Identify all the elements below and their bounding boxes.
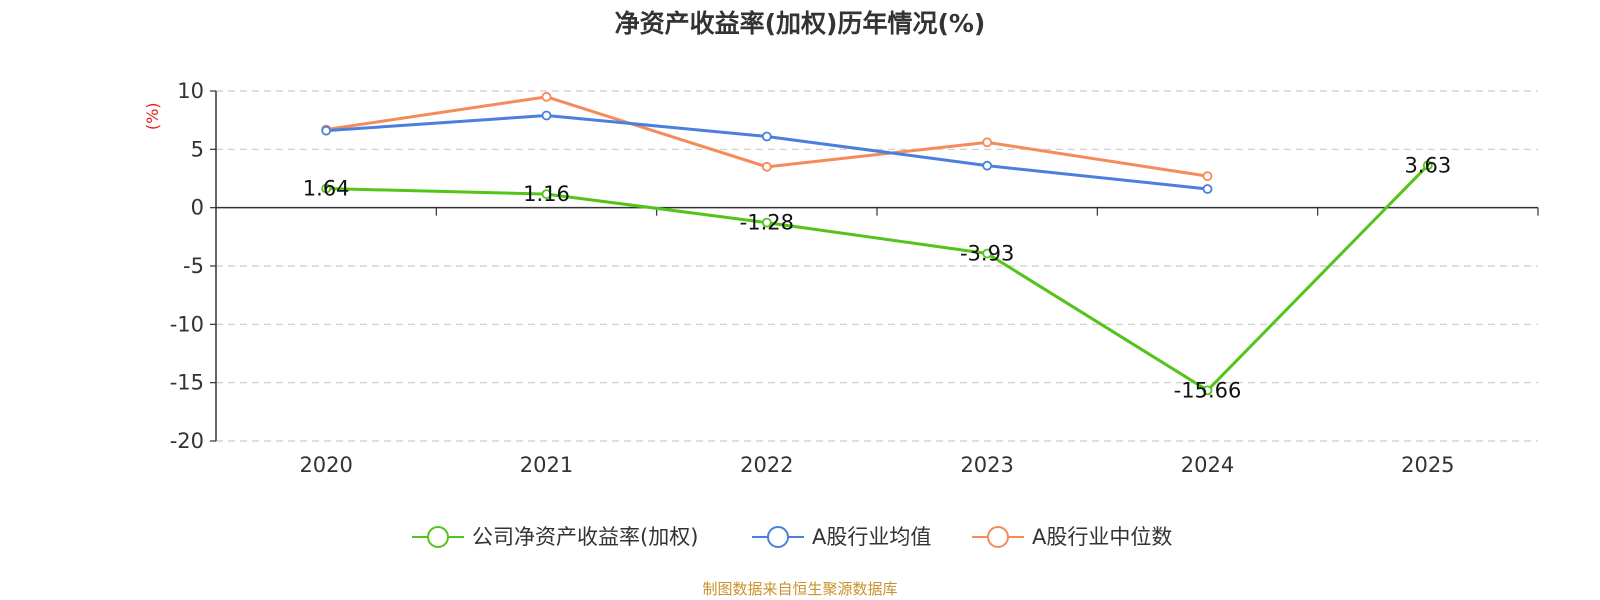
data-label: 3.63 (1404, 153, 1451, 177)
y-tick-label: -15 (170, 371, 204, 395)
data-point (1422, 160, 1433, 171)
legend: 公司净资产收益率(加权) A股行业均值 A股行业中位数 (412, 525, 1172, 549)
x-tick-label: 2023 (960, 453, 1013, 477)
y-tick-label: -5 (183, 254, 204, 278)
data-point (541, 189, 552, 200)
y-tick-label: 10 (177, 79, 204, 103)
chart-title: 净资产收益率(加权)历年情况(%) (615, 9, 986, 38)
y-tick-label: -10 (170, 312, 204, 336)
data-point (982, 248, 993, 259)
data-label: 1.16 (523, 182, 570, 206)
legend-item-2: A股行业均值 (752, 525, 931, 549)
data-point (761, 161, 772, 172)
y-tick-label: 0 (191, 196, 204, 220)
x-tick-label: 2021 (520, 453, 573, 477)
data-point (1202, 184, 1213, 194)
data-labels: 1.64 1.16 -1.28 -3.93 -15.66 3.63 (303, 153, 1451, 402)
grid-lines (216, 90, 1538, 442)
data-point (982, 160, 993, 171)
axes: 10 5 0 -5 -10 -15 -20 2020 2021 2022 2023 2024 2025 (170, 79, 1539, 477)
legend-label: 公司净资产收益率(加权) (472, 525, 698, 549)
data-point (1202, 385, 1213, 396)
legend-swatch-marker (427, 526, 449, 548)
x-tick-label: 2022 (740, 453, 793, 477)
legend-label: A股行业中位数 (1032, 525, 1172, 549)
data-label: -1.28 (740, 211, 794, 235)
y-axis-unit-label: (%) (143, 102, 162, 130)
data-label: -3.93 (960, 242, 1014, 266)
data-point (321, 125, 332, 136)
series-lines (321, 91, 1433, 396)
source-note: 制图数据来自恒生聚源数据库 (702, 580, 897, 598)
data-point (541, 91, 552, 102)
legend-swatch-marker (767, 526, 789, 548)
data-point (1202, 171, 1213, 182)
x-tick-label: 2025 (1401, 453, 1454, 477)
y-tick-label: 5 (191, 137, 204, 161)
series-2 (321, 110, 1213, 194)
data-label: -15.66 (1174, 378, 1242, 402)
data-point (982, 137, 993, 148)
data-point (541, 110, 552, 121)
legend-item-1: 公司净资产收益率(加权) (412, 525, 698, 549)
x-tick-label: 2024 (1181, 453, 1234, 477)
data-label: 1.64 (303, 177, 350, 201)
y-tick-label: -20 (170, 429, 204, 453)
series-1 (321, 160, 1433, 396)
legend-label: A股行业均值 (812, 525, 931, 549)
series-line (326, 164, 1429, 392)
legend-swatch-marker (987, 526, 1009, 548)
data-point (321, 183, 332, 194)
x-tick-label: 2020 (299, 453, 352, 477)
data-point (761, 131, 772, 142)
data-point (761, 217, 772, 228)
series-line (326, 114, 1208, 191)
legend-item-3: A股行业中位数 (972, 525, 1172, 549)
